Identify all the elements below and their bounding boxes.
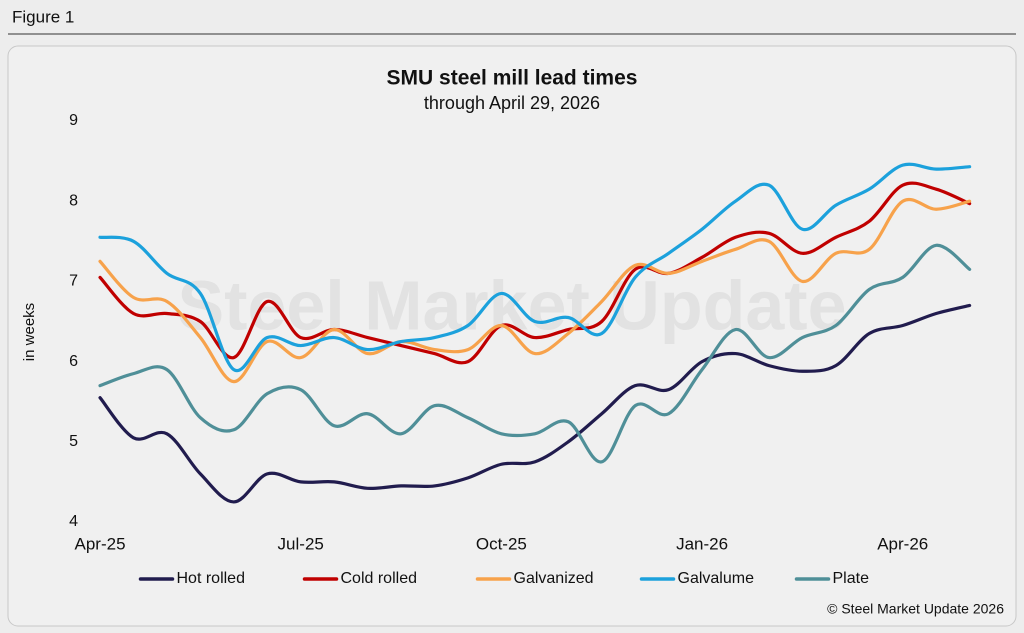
- y-tick-label: 6: [69, 353, 78, 370]
- y-tick-label: 9: [69, 112, 78, 129]
- legend-label: Galvanized: [514, 570, 594, 587]
- x-tick-label: Apr-25: [75, 534, 126, 553]
- y-tick-label: 5: [69, 433, 78, 450]
- x-tick-label: Apr-26: [877, 534, 928, 553]
- x-tick-label: Jan-26: [676, 534, 728, 553]
- series-line: [98, 243, 972, 464]
- y-tick-label: 8: [69, 192, 78, 209]
- chart-title: SMU steel mill lead times: [387, 67, 638, 90]
- legend-label: Hot rolled: [177, 570, 245, 587]
- legend-label: Plate: [833, 570, 870, 587]
- y-axis-label: in weeks: [21, 303, 38, 361]
- figure-label: Figure 1: [12, 7, 74, 26]
- series-line: [98, 198, 972, 384]
- y-tick-label: 7: [69, 273, 78, 290]
- source: © Steel Market Update 2026: [827, 601, 1004, 617]
- series-line: [98, 162, 972, 373]
- x-tick-label: Jul-25: [278, 534, 324, 553]
- x-tick-label: Oct-25: [476, 534, 527, 553]
- series-line: [98, 181, 972, 365]
- legend-label: Galvalume: [678, 570, 755, 587]
- y-tick-label: 4: [69, 513, 78, 530]
- series-line: [98, 303, 972, 504]
- chart-subtitle: through April 29, 2026: [424, 93, 600, 113]
- legend-label: Cold rolled: [341, 570, 417, 587]
